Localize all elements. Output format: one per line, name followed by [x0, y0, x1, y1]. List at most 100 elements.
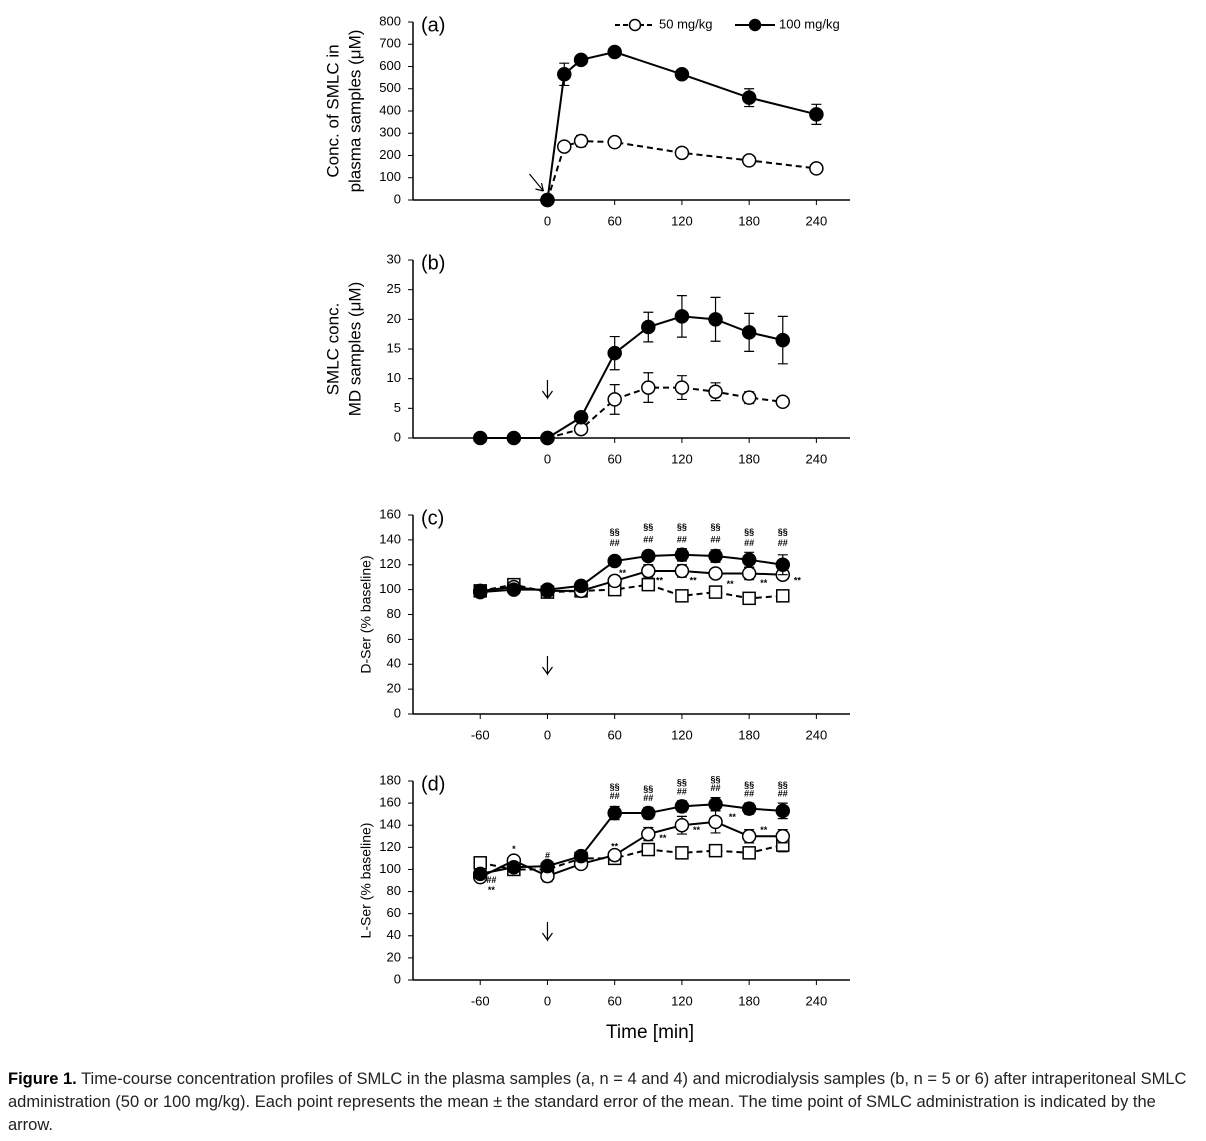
marker [674, 309, 690, 324]
marker [741, 552, 757, 568]
y-axis-label: plasma samples (μM) [345, 30, 364, 193]
x-tick-label: 120 [671, 727, 693, 742]
y-tick-label: 120 [379, 839, 401, 854]
marker [540, 192, 555, 208]
marker [573, 848, 589, 864]
marker [607, 44, 622, 60]
marker [607, 573, 622, 589]
x-tick-label: -60 [471, 993, 490, 1008]
marker [540, 582, 555, 597]
marker [472, 584, 488, 600]
marker [472, 866, 488, 882]
x-tick-label: 0 [544, 213, 551, 228]
y-tick-label: 160 [379, 795, 401, 810]
y-axis-label: L-Ser (% baseline) [358, 823, 374, 939]
y-tick-label: 60 [387, 905, 401, 920]
annotation: ** [690, 575, 698, 585]
marker [775, 332, 791, 348]
y-tick-label: 15 [387, 340, 401, 355]
x-tick-label: 120 [671, 213, 693, 228]
marker [641, 842, 656, 857]
marker [809, 107, 824, 122]
annotation: ** [488, 885, 496, 895]
annotation: ** [656, 575, 664, 585]
y-axis-label: D-Ser (% baseline) [358, 555, 374, 673]
series-line [479, 820, 783, 879]
series-line [480, 583, 783, 600]
annotation: ## [744, 789, 754, 799]
panel-label: (d) [421, 773, 445, 795]
x-axis-label: Time [min] [606, 1022, 694, 1043]
marker [607, 805, 622, 821]
marker [540, 430, 555, 446]
x-tick-label: 60 [607, 993, 621, 1008]
x-tick-label: 180 [738, 993, 760, 1008]
marker [607, 345, 622, 361]
marker [741, 390, 757, 405]
y-tick-label: 300 [379, 125, 401, 140]
panel-label: (c) [421, 507, 444, 529]
x-tick-label: 60 [607, 213, 621, 228]
y-tick-label: 25 [387, 281, 401, 296]
annotation: ## [711, 534, 721, 544]
panel-label: (b) [421, 252, 445, 274]
legend-marker [628, 18, 642, 32]
y-tick-label: 20 [387, 949, 401, 964]
marker [776, 589, 790, 603]
marker [708, 566, 723, 581]
y-tick-label: 100 [379, 861, 401, 876]
marker [775, 803, 791, 819]
marker [708, 312, 723, 327]
marker [708, 796, 723, 812]
y-tick-label: 0 [394, 191, 401, 206]
y-tick-label: 200 [379, 147, 401, 162]
marker [675, 846, 689, 860]
y-tick-label: 30 [387, 251, 401, 266]
annotation: ** [611, 842, 619, 852]
annotation: ** [729, 812, 737, 822]
marker [472, 430, 488, 446]
caption-text: Time-course concentration profiles of SM… [8, 1070, 1187, 1134]
y-tick-label: 0 [394, 971, 401, 986]
series-line [480, 844, 783, 871]
marker [506, 430, 522, 446]
marker [674, 67, 690, 82]
marker [708, 548, 723, 564]
marker [506, 582, 522, 597]
y-tick-label: 100 [379, 169, 401, 184]
legend-marker [748, 18, 762, 32]
marker [775, 557, 791, 572]
y-tick-label: 800 [379, 13, 401, 28]
y-tick-label: 400 [379, 102, 401, 117]
annotation: ## [677, 786, 687, 796]
marker [675, 589, 689, 603]
y-tick-label: 700 [379, 36, 401, 51]
marker [674, 145, 690, 161]
y-tick-label: 40 [387, 927, 401, 942]
marker [641, 319, 656, 335]
marker [641, 826, 656, 842]
series-line [480, 553, 783, 594]
x-tick-label: -60 [471, 727, 490, 742]
annotation: ## [643, 793, 653, 803]
marker [775, 394, 791, 410]
marker [573, 421, 589, 437]
marker [708, 585, 723, 599]
y-tick-label: 500 [379, 80, 401, 95]
marker [708, 384, 723, 399]
marker [641, 577, 656, 592]
annotation: ## [744, 538, 754, 548]
y-tick-label: 5 [394, 400, 401, 415]
marker [641, 548, 656, 564]
y-axis-label: MD samples (μM) [345, 282, 364, 416]
annotation: §§ [610, 527, 620, 537]
legend-label: 100 mg/kg [779, 16, 840, 31]
annotation: ** [693, 825, 701, 835]
series-line [480, 803, 783, 875]
y-tick-label: 20 [387, 681, 401, 696]
marker [641, 380, 656, 395]
legend-label: 50 mg/kg [659, 16, 712, 31]
y-tick-label: 20 [387, 311, 401, 326]
marker [573, 52, 589, 68]
